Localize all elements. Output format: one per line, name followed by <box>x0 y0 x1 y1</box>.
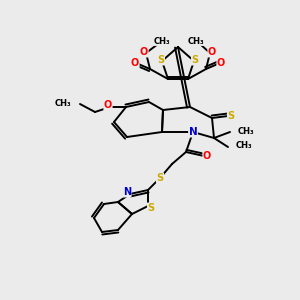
Text: S: S <box>191 55 199 65</box>
Text: CH₃: CH₃ <box>236 142 253 151</box>
Text: CH₃: CH₃ <box>154 37 170 46</box>
Text: S: S <box>147 203 155 213</box>
Text: S: S <box>227 111 235 121</box>
Text: O: O <box>131 58 139 68</box>
Text: O: O <box>217 58 225 68</box>
Text: O: O <box>208 47 216 57</box>
Text: S: S <box>156 173 164 183</box>
Text: CH₃: CH₃ <box>238 127 255 136</box>
Text: O: O <box>104 100 112 110</box>
Text: N: N <box>123 187 131 197</box>
Text: S: S <box>158 55 165 65</box>
Text: O: O <box>203 151 211 161</box>
Text: CH₃: CH₃ <box>188 37 204 46</box>
Text: CH₃: CH₃ <box>54 98 71 107</box>
Text: O: O <box>140 47 148 57</box>
Text: N: N <box>189 127 197 137</box>
